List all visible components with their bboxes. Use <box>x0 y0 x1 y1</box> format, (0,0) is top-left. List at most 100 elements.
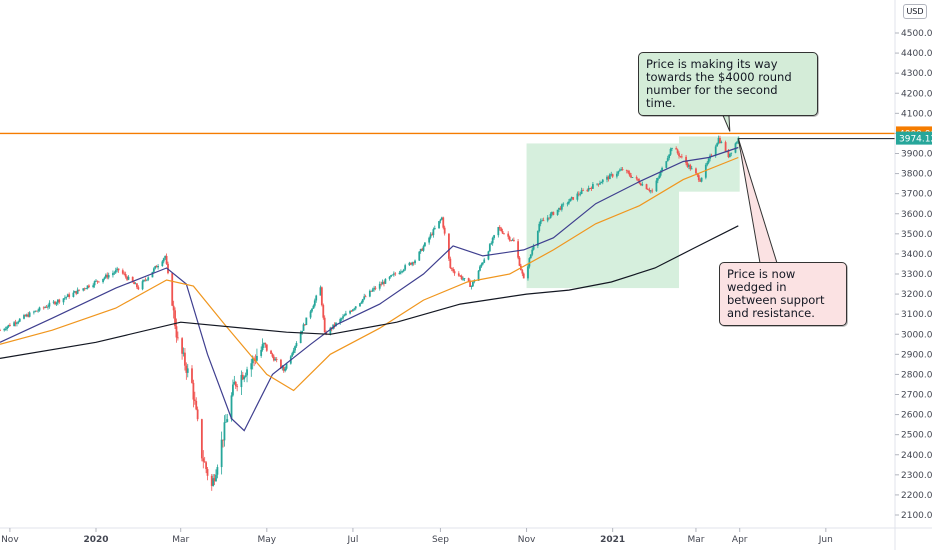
candle-down <box>126 276 128 280</box>
candle-down <box>175 326 178 338</box>
candle-up <box>256 355 258 361</box>
candle-up <box>671 148 673 149</box>
candle-down <box>548 217 551 219</box>
candle-down <box>136 283 138 288</box>
candle-up <box>232 384 234 396</box>
candle-down <box>453 271 456 274</box>
y-tick-label: 2200.00 <box>901 491 932 501</box>
candle-up <box>477 270 480 281</box>
candle-up <box>730 152 733 154</box>
candle-down <box>181 338 184 354</box>
candle-up <box>438 221 440 229</box>
candle-up <box>107 275 110 278</box>
candle-down <box>452 268 455 272</box>
candle-up <box>493 235 495 238</box>
candle-down <box>460 275 463 280</box>
candle-up <box>532 245 535 250</box>
candle-down <box>394 273 397 275</box>
candle-up <box>631 177 634 178</box>
candle-up <box>536 231 539 246</box>
candle-up <box>312 305 315 309</box>
candle-up <box>66 294 69 297</box>
candle-down <box>380 283 383 285</box>
candle-up <box>690 168 693 170</box>
candle-up <box>429 234 432 238</box>
candle-down <box>78 289 80 291</box>
candle-down <box>14 322 17 324</box>
candle-down <box>459 275 462 277</box>
y-tick-label: 3600.00 <box>901 210 932 220</box>
candle-up <box>64 297 66 299</box>
candle-up <box>102 278 104 283</box>
candle-up <box>48 302 51 307</box>
candle-up <box>473 280 476 282</box>
candle-up <box>113 272 116 274</box>
candle-down <box>193 399 196 401</box>
candle-up <box>72 292 75 297</box>
candle-down <box>172 305 175 311</box>
candle-up <box>576 193 579 200</box>
highlight-zone <box>526 143 680 289</box>
candle-down <box>75 291 78 294</box>
candle-down <box>450 267 453 269</box>
candle-up <box>402 269 405 272</box>
y-tick-label: 4100.00 <box>901 109 932 119</box>
candle-up <box>313 300 316 306</box>
y-tick-label: 3100.00 <box>901 310 932 320</box>
candle-up <box>145 279 148 281</box>
candle-up <box>539 220 542 224</box>
candle-up <box>354 306 357 309</box>
candle-up <box>570 197 573 199</box>
candle-down <box>264 343 267 345</box>
candle-up <box>391 274 394 276</box>
candle-down <box>710 155 713 157</box>
candle-down <box>133 282 136 285</box>
candle-down <box>680 156 683 158</box>
candle-down <box>117 268 120 271</box>
candle-down <box>364 296 367 298</box>
y-tick-label: 2600.00 <box>901 411 932 421</box>
candle-up <box>6 326 8 330</box>
candle-up <box>335 322 337 326</box>
candle-up <box>329 327 332 335</box>
candle-up <box>302 324 305 331</box>
candle-up <box>17 321 20 323</box>
candle-up <box>18 318 21 322</box>
candle-down <box>265 344 268 351</box>
candle-up <box>116 268 119 271</box>
candle-down <box>195 400 198 410</box>
candle-down <box>518 257 521 266</box>
candle-down <box>503 233 505 235</box>
candle-down <box>241 374 244 380</box>
candle-up <box>439 219 442 222</box>
y-tick-label: 3700.00 <box>901 190 932 200</box>
candle-up <box>656 178 659 181</box>
candle-down <box>27 314 30 317</box>
candle-down <box>280 359 282 369</box>
candle-up <box>226 419 229 422</box>
candle-down <box>275 359 278 360</box>
moving-average-layer <box>0 146 739 432</box>
candle-up <box>360 302 363 304</box>
x-tick-label: Sep <box>432 535 449 545</box>
candle-up <box>529 254 532 259</box>
candle-down <box>68 294 71 297</box>
candle-up <box>76 289 79 294</box>
candle-down <box>522 273 525 279</box>
y-tick-label: 4300.00 <box>901 69 932 79</box>
candle-up <box>305 317 308 326</box>
y-tick-label: 2900.00 <box>901 350 932 360</box>
candle-up <box>720 142 723 143</box>
annotation-callout: Price is making its way towards the $400… <box>638 52 818 116</box>
y-tick-label: 4200.00 <box>901 89 932 99</box>
candle-down <box>24 315 27 317</box>
candle-down <box>97 281 100 283</box>
candle-up <box>295 343 298 347</box>
candle-down <box>679 156 682 157</box>
candle-down <box>174 310 176 327</box>
currency-badge[interactable]: USD <box>903 4 927 19</box>
candle-down <box>501 231 504 234</box>
y-tick-label: 3000.00 <box>901 330 932 340</box>
